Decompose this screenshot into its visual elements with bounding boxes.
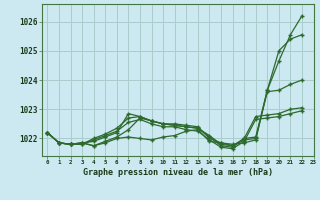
X-axis label: Graphe pression niveau de la mer (hPa): Graphe pression niveau de la mer (hPa): [83, 168, 273, 177]
